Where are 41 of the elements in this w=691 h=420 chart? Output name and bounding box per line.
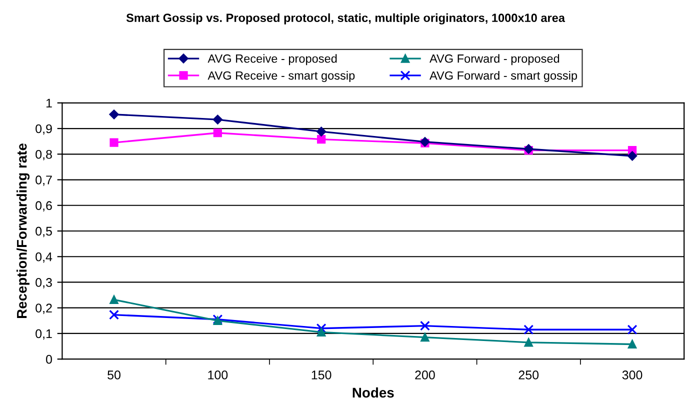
x-tick-label: 250 <box>518 370 539 380</box>
x-tick-label: 50 <box>108 370 120 380</box>
legend-label: AVG Receive - proposed <box>208 54 337 66</box>
point <box>317 134 326 144</box>
y-tick-label: 0,1 <box>36 329 52 340</box>
y-tick-label: 0,2 <box>36 304 52 314</box>
point <box>213 128 222 138</box>
point <box>109 310 120 320</box>
y-tick-label: 0,8 <box>36 150 52 160</box>
point <box>317 328 326 337</box>
y-tick-label: 0,4 <box>36 252 52 263</box>
point <box>628 340 637 349</box>
point <box>628 151 638 161</box>
legend-label: AVG Forward - smart gossip <box>430 71 578 82</box>
point <box>627 324 638 335</box>
y-tick-label: 0,6 <box>36 201 52 212</box>
y-tick-label: 0 <box>46 354 52 364</box>
x-tick-label: 200 <box>415 370 435 380</box>
point <box>212 114 222 124</box>
x-tick-label: 300 <box>622 370 642 380</box>
y-tick-label: 0,3 <box>36 278 52 288</box>
legend-label: AVG Receive - smart gossip <box>208 71 355 82</box>
point <box>110 138 118 147</box>
x-tick-label: 100 <box>208 370 228 380</box>
y-tick-label: 0,5 <box>36 226 52 238</box>
point <box>316 323 326 334</box>
point <box>524 338 533 347</box>
y-tick-label: 1 <box>46 98 52 108</box>
point <box>316 126 326 136</box>
x-tick-label: 150 <box>312 370 332 380</box>
point <box>109 110 119 120</box>
y-tick-label: 0,7 <box>36 176 52 186</box>
point <box>420 333 430 342</box>
point <box>524 324 534 335</box>
point <box>110 295 118 304</box>
chart-title: Smart Gossip vs. Proposed protocol, static, multiple originators, 1000x10 area <box>126 13 566 24</box>
legend-label: AVG Forward - proposed <box>430 54 560 66</box>
x-axis-title: Nodes <box>352 387 394 398</box>
y-tick-label: 0,9 <box>36 124 52 135</box>
y-axis-title: Reception/Forwarding rate <box>16 143 30 318</box>
point <box>420 320 430 331</box>
